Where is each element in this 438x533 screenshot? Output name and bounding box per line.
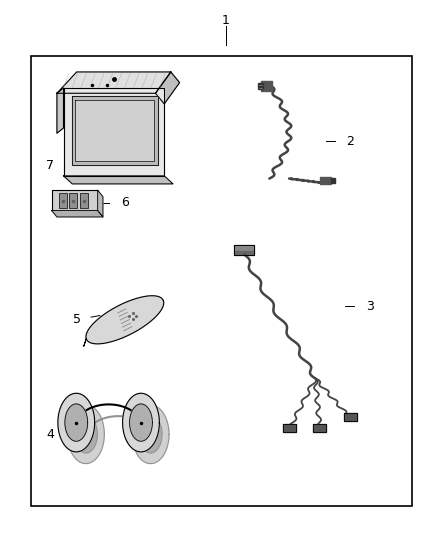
Bar — [52, 190, 98, 211]
Polygon shape — [64, 88, 164, 176]
Polygon shape — [234, 245, 254, 251]
Polygon shape — [57, 72, 171, 93]
Polygon shape — [86, 296, 164, 344]
Polygon shape — [75, 100, 154, 161]
Polygon shape — [72, 96, 158, 165]
Text: 5: 5 — [73, 313, 81, 326]
Polygon shape — [344, 413, 357, 421]
Bar — [69, 193, 77, 208]
Polygon shape — [130, 404, 152, 441]
Polygon shape — [52, 211, 103, 217]
Polygon shape — [67, 405, 104, 464]
Polygon shape — [98, 190, 103, 217]
Bar — [31, 56, 412, 506]
Polygon shape — [57, 88, 64, 133]
Polygon shape — [258, 83, 263, 89]
Bar — [80, 193, 88, 208]
Text: 7: 7 — [46, 159, 54, 172]
Text: 1: 1 — [222, 14, 230, 27]
Bar — [59, 193, 67, 208]
Polygon shape — [234, 251, 254, 255]
Polygon shape — [261, 81, 272, 91]
Polygon shape — [123, 393, 159, 452]
Polygon shape — [139, 416, 162, 453]
Polygon shape — [132, 405, 169, 464]
Polygon shape — [58, 393, 95, 452]
Polygon shape — [64, 176, 173, 184]
Polygon shape — [313, 424, 326, 432]
Polygon shape — [155, 72, 180, 104]
Text: 6: 6 — [121, 196, 129, 209]
Polygon shape — [74, 416, 97, 453]
Polygon shape — [65, 404, 88, 441]
Text: 3: 3 — [366, 300, 374, 313]
Polygon shape — [283, 424, 296, 432]
Text: 2: 2 — [346, 135, 354, 148]
Polygon shape — [331, 178, 335, 183]
Polygon shape — [320, 177, 331, 184]
Text: 4: 4 — [46, 428, 54, 441]
